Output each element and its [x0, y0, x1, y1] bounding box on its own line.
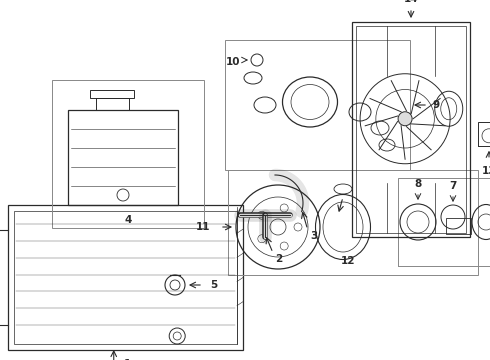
Text: 3: 3 — [310, 231, 317, 240]
Bar — [398, 178, 490, 266]
Bar — [52, 80, 204, 228]
Text: 5: 5 — [210, 280, 217, 290]
Bar — [68, 110, 178, 205]
Text: 14: 14 — [404, 0, 418, 4]
Text: 11: 11 — [196, 222, 210, 232]
Bar — [90, 90, 134, 98]
Bar — [228, 170, 478, 275]
Bar — [356, 26, 466, 233]
Circle shape — [398, 112, 412, 126]
Bar — [96, 98, 128, 110]
Text: 8: 8 — [415, 179, 421, 189]
Bar — [225, 40, 410, 170]
Bar — [14, 211, 237, 344]
Bar — [352, 22, 470, 237]
Text: 1: 1 — [124, 359, 131, 360]
Bar — [446, 218, 471, 234]
Text: 13: 13 — [482, 166, 490, 176]
Text: 7: 7 — [449, 181, 457, 191]
Text: 12: 12 — [341, 256, 355, 266]
Text: 9: 9 — [432, 100, 439, 110]
Text: 2: 2 — [275, 254, 283, 264]
Text: 4: 4 — [124, 215, 132, 225]
Bar — [8, 205, 243, 350]
Bar — [478, 122, 490, 146]
Text: 10: 10 — [226, 57, 240, 67]
